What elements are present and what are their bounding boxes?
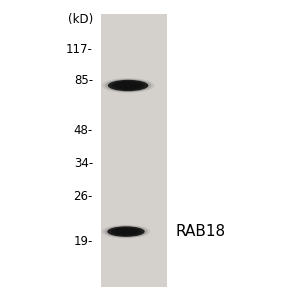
Text: RAB18: RAB18 xyxy=(176,224,226,239)
Text: 26-: 26- xyxy=(74,190,93,203)
Text: 34-: 34- xyxy=(74,157,93,170)
Ellipse shape xyxy=(112,81,144,90)
Ellipse shape xyxy=(111,227,141,236)
Ellipse shape xyxy=(102,225,150,238)
Text: 117-: 117- xyxy=(66,43,93,56)
Ellipse shape xyxy=(116,82,140,89)
Text: 85-: 85- xyxy=(74,74,93,88)
Ellipse shape xyxy=(120,83,136,88)
Ellipse shape xyxy=(105,79,152,92)
FancyBboxPatch shape xyxy=(100,14,166,286)
Ellipse shape xyxy=(104,226,148,238)
Ellipse shape xyxy=(102,78,154,93)
Text: (kD): (kD) xyxy=(68,13,93,26)
Ellipse shape xyxy=(107,226,145,237)
Ellipse shape xyxy=(108,80,148,91)
Text: 48-: 48- xyxy=(74,124,93,137)
Ellipse shape xyxy=(115,229,137,235)
Ellipse shape xyxy=(118,230,134,234)
Text: 19-: 19- xyxy=(74,235,93,248)
